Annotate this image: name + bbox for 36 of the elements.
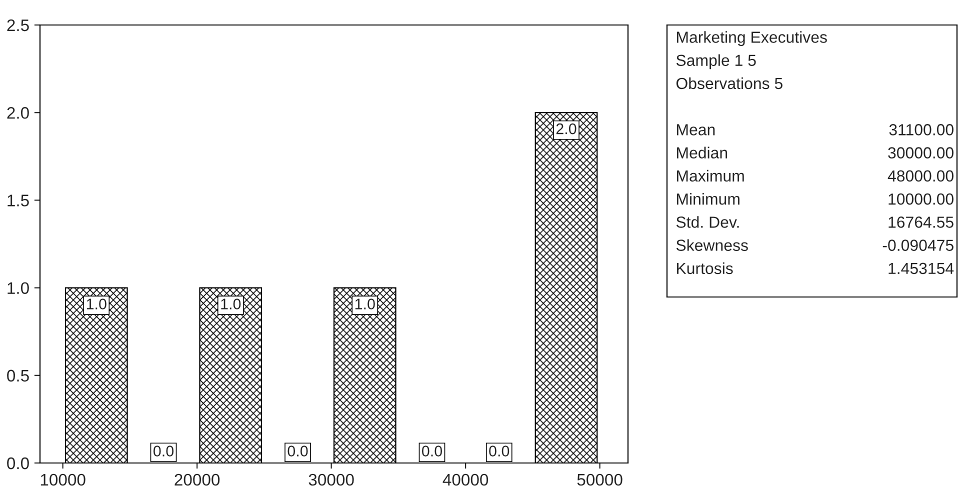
data-label: 1.0: [86, 298, 106, 310]
text: 16764.55: [888, 216, 954, 228]
text: 1.453154: [888, 262, 954, 274]
y-tick-label: 1.5: [8, 194, 29, 206]
y-tick-label: 0.0: [7, 457, 29, 470]
category-label: Minimum: [677, 192, 740, 205]
text: 30000.00: [888, 147, 954, 158]
x-tick-label: 10000: [40, 474, 86, 486]
y-tick-label: 1.0: [8, 282, 29, 294]
data-label: 1.0: [221, 298, 241, 310]
x-tick-label: 40000: [442, 474, 488, 486]
data-label: 0.0: [422, 446, 442, 456]
category-label: Mean: [677, 124, 715, 136]
category-label: Median: [677, 146, 728, 158]
text: 10000.00: [888, 193, 954, 205]
x-tick-label: 30000: [308, 474, 354, 486]
data-label: 2.0: [556, 123, 576, 134]
text: Marketing Executives: [677, 31, 827, 46]
x-tick-label: 50000: [577, 474, 622, 486]
category-label: Kurtosis: [677, 262, 733, 274]
x-tick-label: 20000: [174, 474, 220, 486]
data-label: 0.0: [153, 446, 174, 456]
text: Sample 1 5: [676, 54, 756, 70]
data-label: 0.0: [288, 446, 308, 456]
text: Observations 5: [676, 77, 782, 90]
text: -0.090475: [882, 240, 954, 251]
category-label: Maximum: [677, 170, 744, 182]
y-tick-label: 0.5: [7, 370, 29, 382]
text: 31100.00: [889, 124, 954, 136]
data-label: 1.0: [355, 298, 375, 310]
category-label: Skewness: [676, 239, 748, 251]
data-label: 0.0: [489, 446, 510, 456]
y-tick-label: 2.5: [7, 19, 29, 32]
y-tick-label: 2.0: [7, 107, 29, 119]
text: 48000.00: [888, 170, 954, 182]
category-label: Std. Dev.: [676, 216, 739, 228]
